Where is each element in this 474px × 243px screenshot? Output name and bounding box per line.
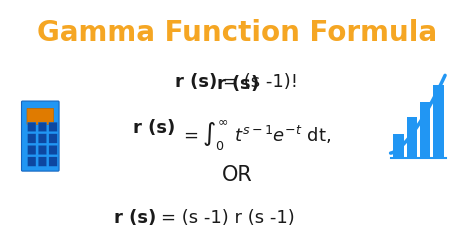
- FancyBboxPatch shape: [49, 157, 57, 166]
- FancyBboxPatch shape: [38, 122, 46, 132]
- Text: = (s -1) r (s -1): = (s -1) r (s -1): [161, 209, 295, 227]
- FancyBboxPatch shape: [27, 122, 36, 132]
- Text: Gamma Function Formula: Gamma Function Formula: [37, 19, 437, 47]
- Bar: [393, 134, 404, 158]
- FancyBboxPatch shape: [27, 108, 54, 124]
- FancyBboxPatch shape: [49, 145, 57, 155]
- FancyBboxPatch shape: [21, 101, 59, 171]
- Text: r (s): r (s): [175, 73, 218, 91]
- Text: r (s)$\bf{\ }$: r (s)$\bf{\ }$: [216, 73, 258, 93]
- FancyBboxPatch shape: [27, 134, 36, 143]
- FancyBboxPatch shape: [49, 122, 57, 132]
- Text: = (s -1)!: = (s -1)!: [223, 73, 298, 91]
- FancyBboxPatch shape: [38, 134, 46, 143]
- FancyBboxPatch shape: [27, 145, 36, 155]
- FancyBboxPatch shape: [38, 145, 46, 155]
- Bar: [433, 85, 444, 158]
- FancyBboxPatch shape: [27, 157, 36, 166]
- Text: r (s): r (s): [114, 209, 156, 227]
- FancyBboxPatch shape: [38, 157, 46, 166]
- Bar: [420, 102, 430, 158]
- FancyBboxPatch shape: [49, 134, 57, 143]
- Text: OR: OR: [222, 165, 252, 185]
- Text: r (s): r (s): [133, 119, 175, 137]
- Text: $= \int_0^{\infty}\ t^{s-1}e^{-t}\ \mathrm{dt,}$: $= \int_0^{\infty}\ t^{s-1}e^{-t}\ \math…: [180, 119, 331, 153]
- Bar: [407, 117, 417, 158]
